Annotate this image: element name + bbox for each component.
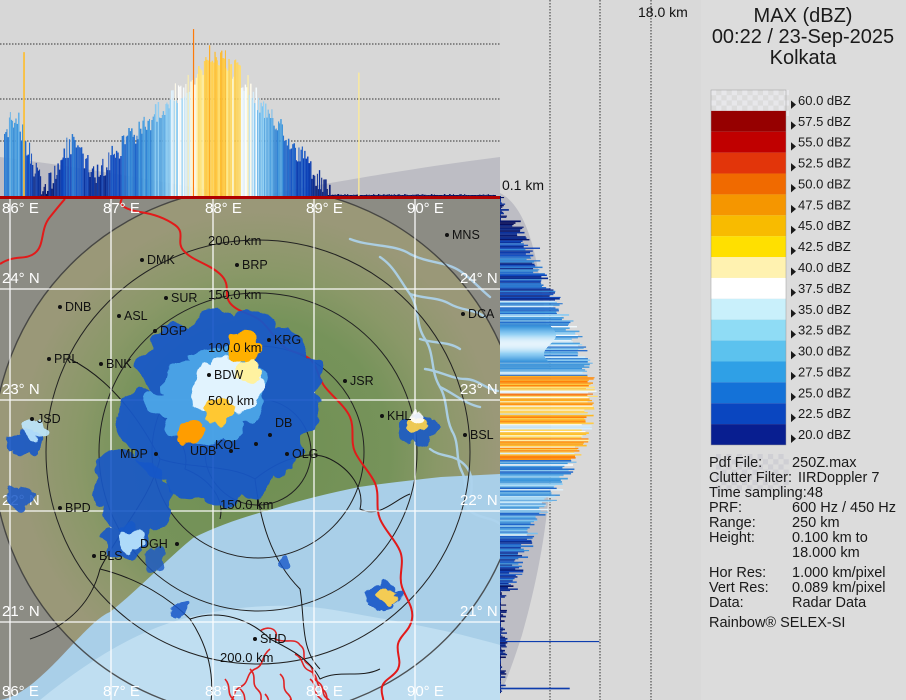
svg-text:47.5 dBZ: 47.5 dBZ xyxy=(798,197,851,212)
svg-text:24° N: 24° N xyxy=(460,270,498,287)
svg-text:23° N: 23° N xyxy=(2,381,40,398)
svg-text:DCA: DCA xyxy=(468,307,495,321)
svg-text:Data:: Data: xyxy=(709,595,744,611)
svg-text:30.0 dBZ: 30.0 dBZ xyxy=(798,344,851,359)
svg-text:DB: DB xyxy=(275,416,292,430)
svg-text:55.0 dBZ: 55.0 dBZ xyxy=(798,135,851,150)
svg-text:250Z.max: 250Z.max xyxy=(792,455,857,471)
svg-text:27.5 dBZ: 27.5 dBZ xyxy=(798,364,851,379)
svg-text:MAX (dBZ): MAX (dBZ) xyxy=(754,5,853,27)
svg-text:18.0 km: 18.0 km xyxy=(638,4,688,20)
svg-text:MNS: MNS xyxy=(452,228,480,242)
svg-text:BNK: BNK xyxy=(106,357,132,371)
svg-text:PRL: PRL xyxy=(54,352,78,366)
svg-text:ASL: ASL xyxy=(124,309,148,323)
svg-text:JSR: JSR xyxy=(350,374,374,388)
svg-text:BPD: BPD xyxy=(65,501,91,515)
svg-text:23° N: 23° N xyxy=(460,381,498,398)
svg-text:IIRDoppler 7: IIRDoppler 7 xyxy=(798,470,879,486)
svg-text:60.0 dBZ: 60.0 dBZ xyxy=(798,93,851,108)
svg-text:BRP: BRP xyxy=(242,258,268,272)
svg-text:22° N: 22° N xyxy=(460,492,498,509)
svg-text:Vert Res:: Vert Res: xyxy=(709,580,769,596)
svg-text:37.5 dBZ: 37.5 dBZ xyxy=(798,281,851,296)
svg-text:1.000 km/pixel: 1.000 km/pixel xyxy=(792,565,886,581)
svg-text:KHL: KHL xyxy=(387,409,411,423)
svg-text:100.0 km: 100.0 km xyxy=(208,340,261,355)
svg-text:86° E: 86° E xyxy=(2,683,39,700)
svg-text:BSL: BSL xyxy=(470,428,494,442)
svg-text:PRF:: PRF: xyxy=(709,500,742,516)
svg-text:0.100 km to: 0.100 km to xyxy=(792,530,868,546)
svg-text:DGP: DGP xyxy=(160,324,187,338)
svg-text:Time sampling:48: Time sampling:48 xyxy=(709,485,823,501)
svg-text:87° E: 87° E xyxy=(103,683,140,700)
svg-text:18.000 km: 18.000 km xyxy=(792,545,860,561)
svg-text:150.0 km: 150.0 km xyxy=(220,497,273,512)
svg-text:42.5 dBZ: 42.5 dBZ xyxy=(798,239,851,254)
svg-text:32.5 dBZ: 32.5 dBZ xyxy=(798,323,851,338)
svg-text:50.0 dBZ: 50.0 dBZ xyxy=(798,177,851,192)
svg-text:DMK: DMK xyxy=(147,253,175,267)
svg-text:20.0 dBZ: 20.0 dBZ xyxy=(798,427,851,442)
svg-text:OLG: OLG xyxy=(292,447,318,461)
svg-text:45.0 dBZ: 45.0 dBZ xyxy=(798,218,851,233)
svg-text:BDW: BDW xyxy=(214,368,243,382)
svg-text:21° N: 21° N xyxy=(2,603,40,620)
svg-text:87° E: 87° E xyxy=(103,200,140,217)
svg-text:Height:: Height: xyxy=(709,530,755,546)
svg-text:SUR: SUR xyxy=(171,291,197,305)
svg-text:600 Hz / 450 Hz: 600 Hz / 450 Hz xyxy=(792,500,896,516)
svg-text:Radar Data: Radar Data xyxy=(792,595,867,611)
svg-text:Range:: Range: xyxy=(709,515,756,531)
svg-text:200.0 km: 200.0 km xyxy=(208,233,261,248)
svg-text:UDB: UDB xyxy=(190,444,216,458)
svg-text:0.1 km: 0.1 km xyxy=(502,177,544,193)
svg-text:Clutter Filter:: Clutter Filter: xyxy=(709,470,792,486)
svg-text:DGH: DGH xyxy=(140,537,168,551)
svg-text:25.0 dBZ: 25.0 dBZ xyxy=(798,385,851,400)
svg-text:Rainbow® SELEX-SI: Rainbow® SELEX-SI xyxy=(709,615,845,631)
svg-text:150.0 km: 150.0 km xyxy=(208,287,261,302)
svg-text:52.5 dBZ: 52.5 dBZ xyxy=(798,156,851,171)
svg-text:86° E: 86° E xyxy=(2,200,39,217)
svg-text:JSD: JSD xyxy=(37,412,61,426)
svg-text:Pdf File:: Pdf File: xyxy=(709,455,762,471)
svg-text:50.0 km: 50.0 km xyxy=(208,393,254,408)
svg-text:BLS: BLS xyxy=(99,549,123,563)
svg-text:21° N: 21° N xyxy=(460,603,498,620)
svg-text:00:22 / 23-Sep-2025: 00:22 / 23-Sep-2025 xyxy=(712,26,894,48)
svg-text:KOL: KOL xyxy=(215,438,240,452)
svg-text:88° E: 88° E xyxy=(205,683,242,700)
svg-text:24° N: 24° N xyxy=(2,270,40,287)
svg-text:MDP: MDP xyxy=(120,447,148,461)
svg-text:90° E: 90° E xyxy=(407,200,444,217)
svg-text:90° E: 90° E xyxy=(407,683,444,700)
svg-text:Hor Res:: Hor Res: xyxy=(709,565,766,581)
svg-text:89° E: 89° E xyxy=(306,683,343,700)
svg-text:88° E: 88° E xyxy=(205,200,242,217)
svg-text:DNB: DNB xyxy=(65,300,91,314)
svg-text:KRG: KRG xyxy=(274,333,301,347)
svg-text:SHD: SHD xyxy=(260,632,286,646)
svg-text:250 km: 250 km xyxy=(792,515,840,531)
svg-text:200.0 km: 200.0 km xyxy=(220,650,273,665)
svg-text:0.089 km/pixel: 0.089 km/pixel xyxy=(792,580,886,596)
svg-text:22.5 dBZ: 22.5 dBZ xyxy=(798,406,851,421)
svg-text:Kolkata: Kolkata xyxy=(770,47,838,69)
svg-text:35.0 dBZ: 35.0 dBZ xyxy=(798,302,851,317)
svg-text:57.5 dBZ: 57.5 dBZ xyxy=(798,114,851,129)
svg-text:40.0 dBZ: 40.0 dBZ xyxy=(798,260,851,275)
svg-text:89° E: 89° E xyxy=(306,200,343,217)
